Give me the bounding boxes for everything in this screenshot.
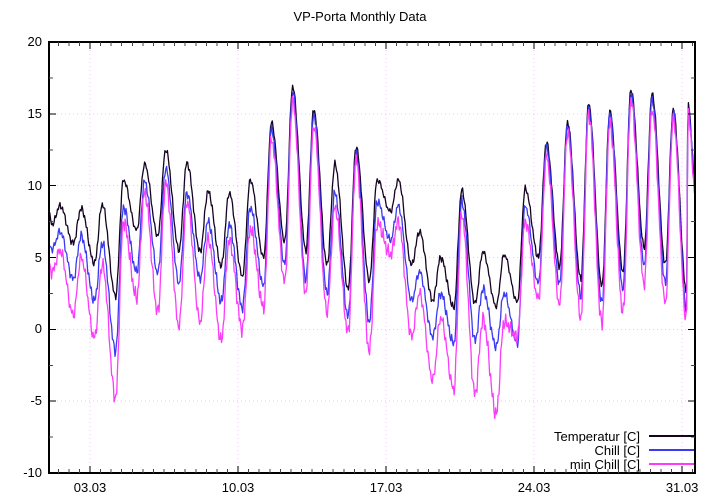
- legend-label-temperatur: Temperatur [C]: [554, 428, 640, 444]
- legend-label-chill: Chill [C]: [594, 442, 640, 458]
- legend-line-sample-chill: [649, 449, 694, 451]
- legend-item-chill: Chill [C]: [554, 442, 694, 458]
- y-tick-label-0: 0: [34, 321, 42, 337]
- x-tick-label-17.03: 17.03: [369, 480, 403, 495]
- y-tick-label--5: -5: [30, 393, 42, 409]
- legend-item-temperatur: Temperatur [C]: [554, 428, 694, 444]
- series-line-2: [49, 95, 695, 420]
- y-tick-label--10: -10: [23, 465, 42, 480]
- x-tick-label-31.03: 31.03: [665, 480, 699, 495]
- x-tick-label-03.03: 03.03: [73, 480, 107, 495]
- x-tick-label-24.03: 24.03: [517, 480, 551, 495]
- y-tick-label-15: 15: [27, 105, 42, 121]
- legend-line-sample-min-chill: [649, 463, 694, 465]
- y-tick-label-20: 20: [27, 34, 42, 49]
- legend: Temperatur [C] Chill [C] min Chill [C]: [554, 428, 694, 472]
- legend-label-min-chill: min Chill [C]: [569, 456, 640, 472]
- x-tick-label-10.03: 10.03: [221, 480, 255, 495]
- legend-item-min-chill: min Chill [C]: [554, 456, 694, 472]
- chart-title: VP-Porta Monthly Data: [293, 9, 427, 24]
- legend-line-sample-temperatur: [649, 435, 694, 437]
- y-tick-label-5: 5: [34, 249, 42, 265]
- y-tick-label-10: 10: [27, 177, 42, 193]
